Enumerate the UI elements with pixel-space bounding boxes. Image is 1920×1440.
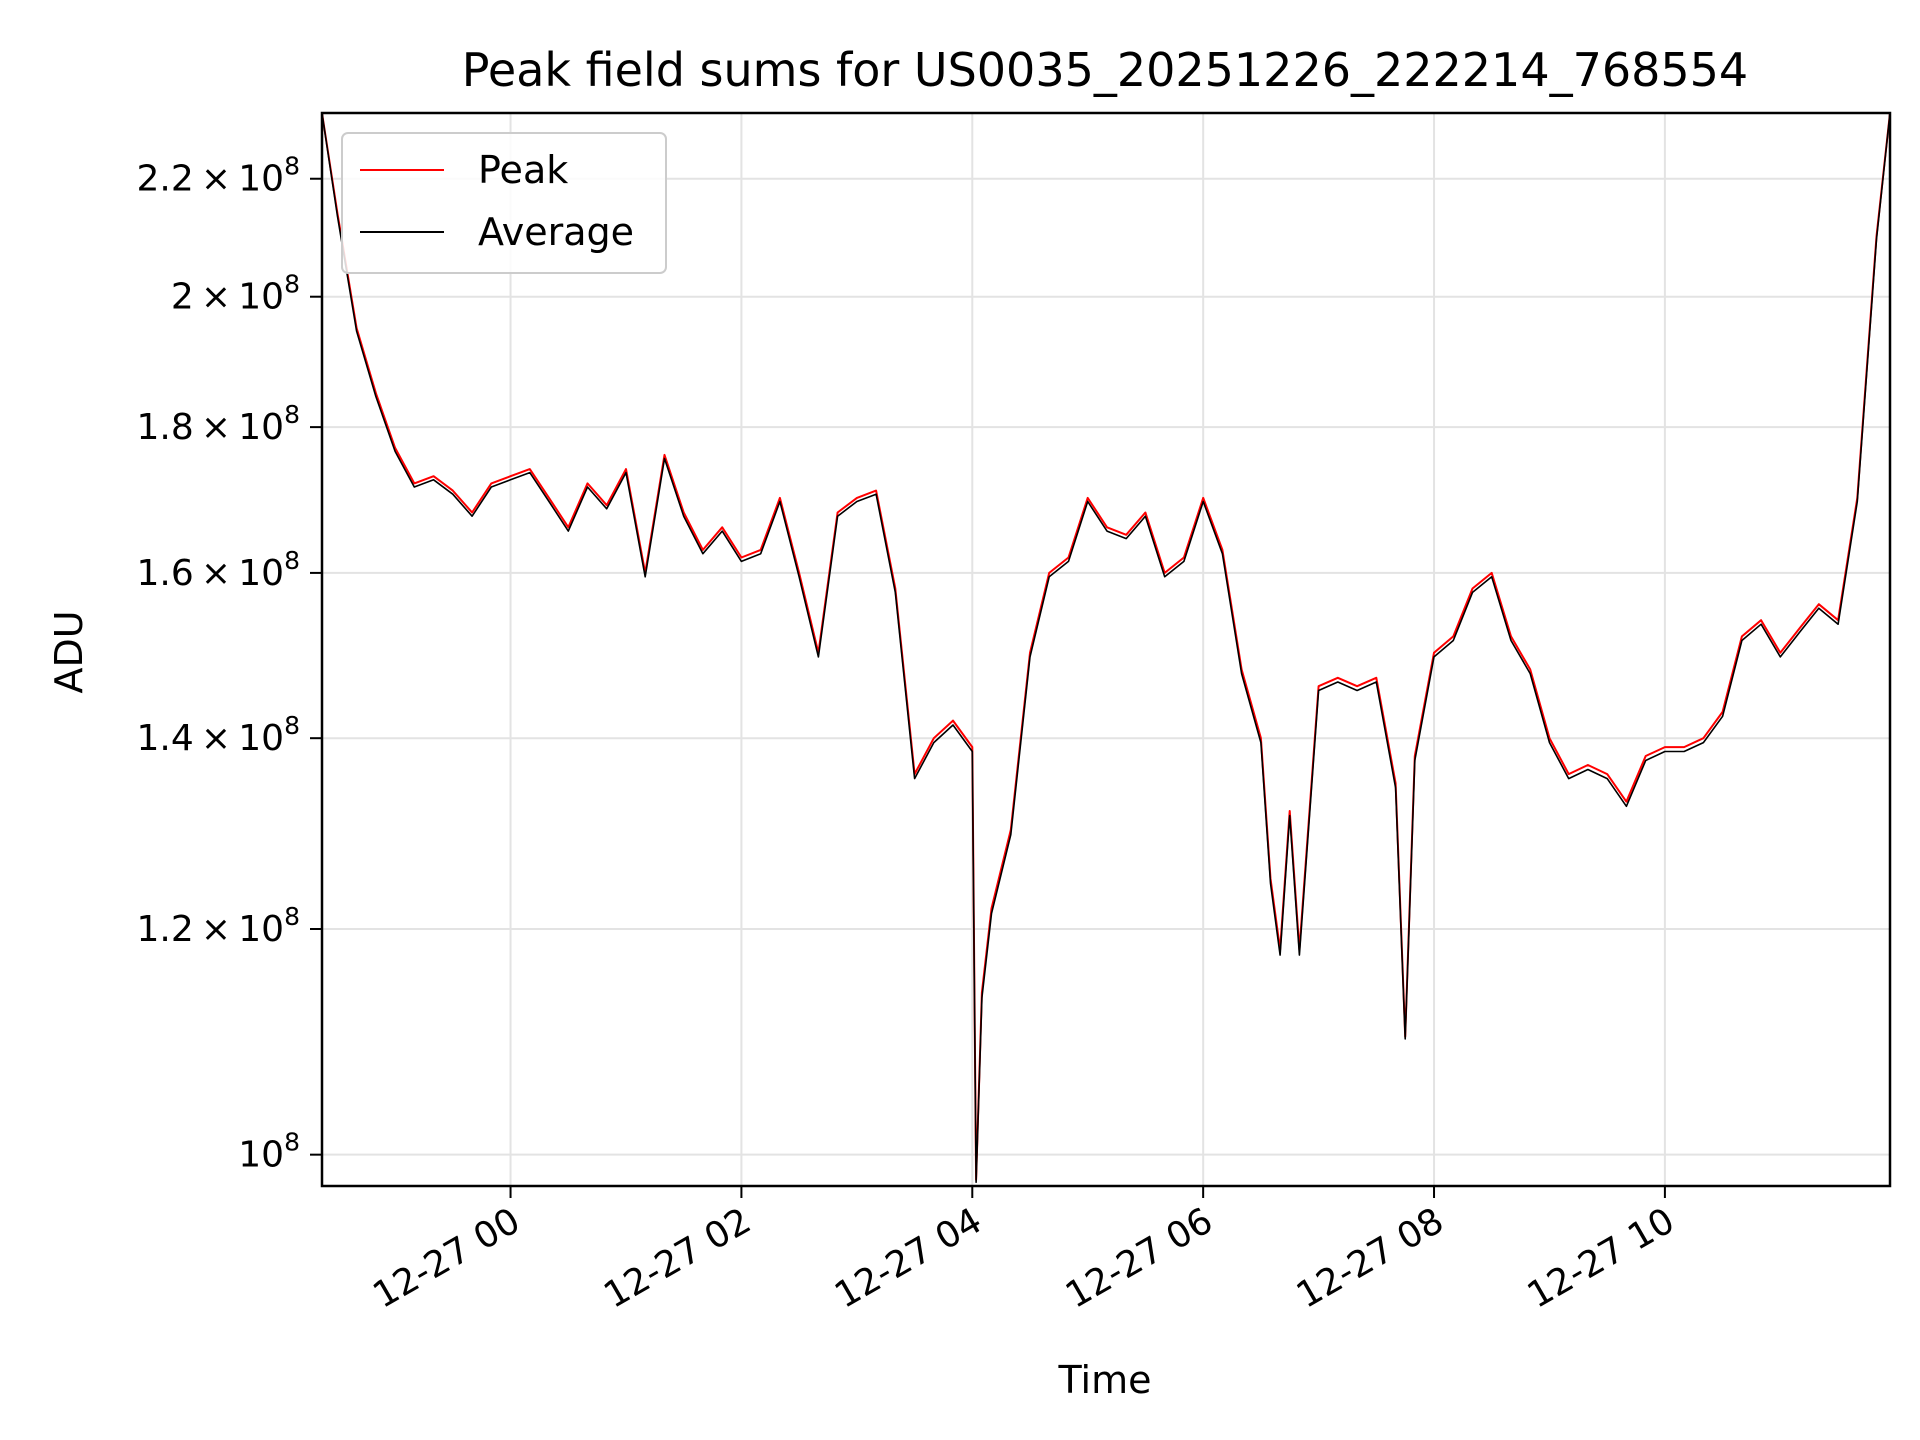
y-tick-times: ×	[194, 909, 239, 950]
x-axis: 12-27 00 12-27 02 12-27 04 12-27 06 12-27 08…	[366, 1186, 1681, 1317]
y-tick-base: 10	[238, 159, 284, 200]
y-tick-label: 2.2 × 108	[136, 152, 300, 200]
y-tick-exponent: 8	[284, 711, 300, 740]
x-tick-label: 12-27 04	[828, 1200, 989, 1316]
y-tick-exponent: 8	[284, 270, 300, 299]
legend: Peak Average	[341, 132, 667, 274]
y-tick-exponent: 8	[284, 546, 300, 575]
y-tick-mantissa: 2	[171, 277, 194, 318]
y-tick-base: 10	[238, 277, 284, 318]
y-tick-base: 10	[238, 407, 284, 448]
y-tick-times: ×	[194, 277, 239, 318]
x-tick-label: 12-27 10	[1521, 1200, 1682, 1316]
y-tick-base: 10	[238, 1135, 284, 1176]
x-tick-label: 12-27 08	[1290, 1200, 1451, 1316]
y-tick-base: 10	[238, 553, 284, 594]
y-tick-exponent: 8	[284, 902, 300, 931]
y-tick-times: ×	[194, 553, 239, 594]
y-tick-mantissa: 1.8	[136, 407, 193, 448]
y-axis-label: ADU	[47, 610, 91, 693]
legend-box	[341, 132, 667, 274]
x-tick-label: 12-27 06	[1059, 1200, 1220, 1316]
series-layer	[321, 112, 1891, 1183]
y-tick-mantissa: 1.4	[136, 718, 193, 759]
y-tick-label: 1.4 × 108	[136, 711, 300, 759]
y-tick-base: 10	[238, 718, 284, 759]
y-tick-mantissa: 1.6	[136, 553, 193, 594]
plot-frame	[320, 111, 1892, 1188]
y-tick-label: 2 × 108	[171, 270, 300, 318]
grid	[322, 113, 1890, 1186]
y-tick-mantissa: 1.2	[136, 909, 193, 950]
y-tick-times: ×	[194, 407, 239, 448]
y-tick-times: ×	[194, 718, 239, 759]
y-tick-label: 1.8 × 108	[136, 400, 300, 448]
series-line-peak	[321, 112, 1891, 1181]
y-tick-label: 108	[238, 1128, 300, 1176]
y-tick-exponent: 8	[284, 400, 300, 429]
series-line-average	[321, 112, 1891, 1183]
y-tick-mantissa: 2.2	[136, 159, 193, 200]
legend-label: Average	[478, 210, 634, 254]
y-tick-exponent: 8	[284, 152, 300, 181]
x-tick-label: 12-27 02	[597, 1200, 758, 1316]
chart-title: Peak field sums for US0035_20251226_2222…	[462, 43, 1748, 97]
y-tick-label: 1.2 × 108	[136, 902, 300, 950]
x-tick-label: 12-27 00	[366, 1200, 527, 1316]
y-tick-base: 10	[238, 909, 284, 950]
y-tick-label: 1.6 × 108	[136, 546, 300, 594]
y-tick-times: ×	[194, 159, 239, 200]
x-axis-label: Time	[1058, 1358, 1152, 1402]
legend-label: Peak	[478, 148, 568, 192]
y-tick-exponent: 8	[284, 1128, 300, 1157]
